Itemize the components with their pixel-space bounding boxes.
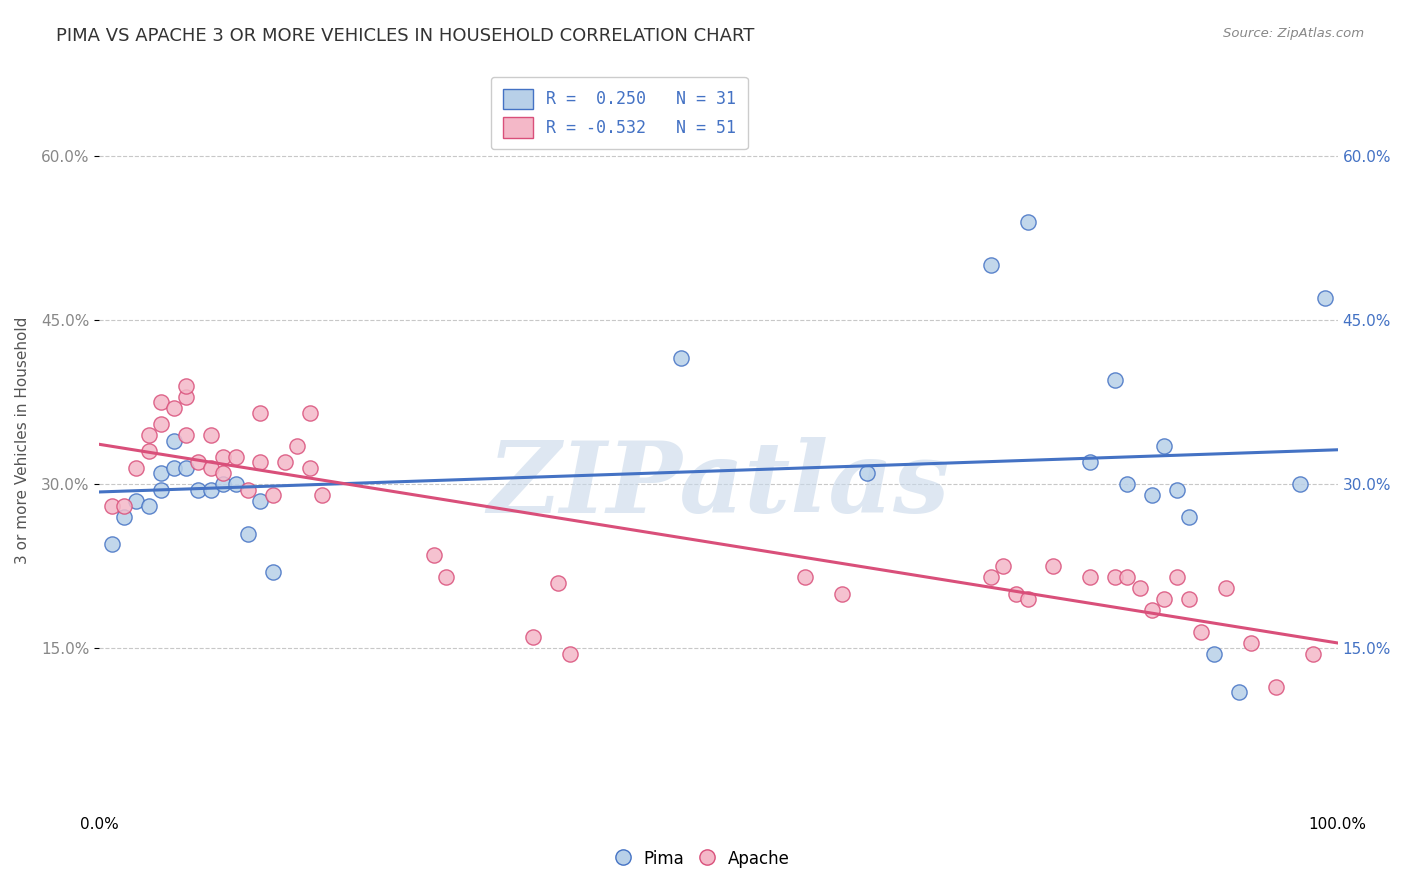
Point bbox=[187, 483, 209, 497]
Point bbox=[100, 537, 122, 551]
Point bbox=[1264, 680, 1286, 694]
Point bbox=[1153, 439, 1175, 453]
Text: Source: ZipAtlas.com: Source: ZipAtlas.com bbox=[1223, 27, 1364, 40]
Point bbox=[150, 483, 173, 497]
Point bbox=[174, 461, 197, 475]
Point bbox=[287, 439, 309, 453]
Point bbox=[1315, 291, 1337, 305]
Y-axis label: 3 or more Vehicles in Household: 3 or more Vehicles in Household bbox=[15, 317, 30, 565]
Point bbox=[236, 483, 259, 497]
Point bbox=[298, 406, 321, 420]
Point bbox=[125, 493, 148, 508]
Point bbox=[422, 549, 444, 563]
Point bbox=[225, 450, 247, 464]
Point bbox=[1202, 647, 1225, 661]
Point bbox=[993, 559, 1015, 574]
Point bbox=[1189, 625, 1212, 640]
Point bbox=[794, 570, 817, 584]
Point bbox=[112, 510, 135, 524]
Point bbox=[138, 499, 160, 513]
Point bbox=[856, 467, 879, 481]
Point bbox=[112, 499, 135, 513]
Point bbox=[174, 428, 197, 442]
Point bbox=[162, 434, 184, 448]
Point bbox=[1178, 592, 1201, 607]
Point bbox=[522, 631, 544, 645]
Legend: R =  0.250   N = 31, R = -0.532   N = 51: R = 0.250 N = 31, R = -0.532 N = 51 bbox=[491, 77, 748, 149]
Point bbox=[1104, 570, 1126, 584]
Point bbox=[1116, 477, 1139, 491]
Point bbox=[1178, 510, 1201, 524]
Point bbox=[200, 428, 222, 442]
Point bbox=[262, 488, 284, 502]
Point bbox=[1140, 488, 1163, 502]
Point bbox=[558, 647, 581, 661]
Text: PIMA VS APACHE 3 OR MORE VEHICLES IN HOUSEHOLD CORRELATION CHART: PIMA VS APACHE 3 OR MORE VEHICLES IN HOU… bbox=[56, 27, 755, 45]
Text: ZIPatlas: ZIPatlas bbox=[488, 437, 949, 533]
Point bbox=[187, 455, 209, 469]
Point bbox=[1078, 455, 1101, 469]
Point bbox=[1166, 570, 1188, 584]
Legend: Pima, Apache: Pima, Apache bbox=[610, 843, 796, 875]
Point bbox=[262, 565, 284, 579]
Point bbox=[1017, 592, 1039, 607]
Point bbox=[162, 461, 184, 475]
Point bbox=[174, 390, 197, 404]
Point bbox=[980, 259, 1002, 273]
Point bbox=[1104, 373, 1126, 387]
Point bbox=[150, 417, 173, 431]
Point bbox=[212, 467, 235, 481]
Point bbox=[671, 351, 693, 366]
Point bbox=[200, 461, 222, 475]
Point bbox=[212, 477, 235, 491]
Point bbox=[1116, 570, 1139, 584]
Point bbox=[831, 587, 853, 601]
Point bbox=[980, 570, 1002, 584]
Point bbox=[274, 455, 297, 469]
Point bbox=[1215, 581, 1237, 595]
Point bbox=[249, 455, 271, 469]
Point bbox=[1302, 647, 1324, 661]
Point bbox=[547, 575, 569, 590]
Point bbox=[138, 444, 160, 458]
Point bbox=[212, 450, 235, 464]
Point bbox=[249, 406, 271, 420]
Point bbox=[1289, 477, 1312, 491]
Point bbox=[1004, 587, 1026, 601]
Point bbox=[1166, 483, 1188, 497]
Point bbox=[1227, 685, 1250, 699]
Point bbox=[1128, 581, 1150, 595]
Point bbox=[1017, 215, 1039, 229]
Point bbox=[150, 395, 173, 409]
Point bbox=[434, 570, 457, 584]
Point bbox=[236, 526, 259, 541]
Point bbox=[298, 461, 321, 475]
Point bbox=[100, 499, 122, 513]
Point bbox=[162, 401, 184, 415]
Point bbox=[200, 483, 222, 497]
Point bbox=[138, 428, 160, 442]
Point bbox=[150, 467, 173, 481]
Point bbox=[1042, 559, 1064, 574]
Point bbox=[249, 493, 271, 508]
Point bbox=[1240, 636, 1263, 650]
Point bbox=[225, 477, 247, 491]
Point bbox=[1153, 592, 1175, 607]
Point bbox=[311, 488, 333, 502]
Point bbox=[1078, 570, 1101, 584]
Point bbox=[174, 379, 197, 393]
Point bbox=[125, 461, 148, 475]
Point bbox=[1140, 603, 1163, 617]
